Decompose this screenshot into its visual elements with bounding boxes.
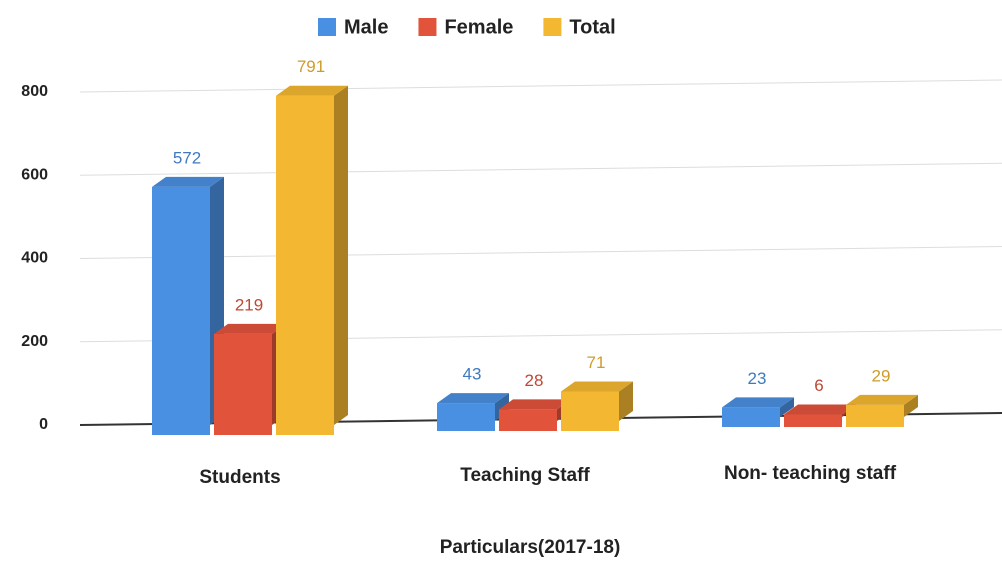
bar <box>152 186 210 435</box>
y-tick-label: 800 <box>21 83 48 100</box>
bar-top <box>846 394 918 405</box>
bar-side <box>495 393 509 421</box>
value-label: 572 <box>173 148 201 167</box>
x-tick-label: Non- teaching staff <box>724 463 897 484</box>
bar-side <box>619 381 633 421</box>
legend-swatch <box>418 18 437 36</box>
value-label: 791 <box>297 57 325 76</box>
y-tick-label: 600 <box>21 166 48 183</box>
bar <box>784 414 842 427</box>
bar-top <box>499 399 571 410</box>
bar-side <box>334 85 348 425</box>
value-label: 43 <box>463 365 482 384</box>
value-label: 219 <box>235 295 263 314</box>
bar <box>499 409 557 431</box>
value-label: 71 <box>587 353 606 372</box>
bar <box>276 95 334 435</box>
bar-side <box>904 394 918 417</box>
bar-side <box>780 397 794 417</box>
value-label: 6 <box>814 376 823 395</box>
grid-line <box>79 79 1002 93</box>
bar <box>437 403 495 431</box>
legend-label: Female <box>444 16 513 38</box>
y-tick-label: 400 <box>21 250 48 267</box>
grid-line <box>79 246 1002 259</box>
bar <box>846 404 904 427</box>
bar-top <box>722 397 794 408</box>
legend-swatch <box>318 18 336 36</box>
grid-line <box>79 162 1002 176</box>
bar-top <box>152 176 224 187</box>
value-label: 29 <box>872 366 891 385</box>
x-tick-label: Teaching Staff <box>460 465 590 486</box>
x-tick-label: Students <box>199 467 280 488</box>
bar <box>561 391 619 431</box>
legend-swatch <box>543 18 562 36</box>
bar-top <box>214 323 286 334</box>
y-tick-label: 0 <box>39 416 48 433</box>
bar-top <box>784 404 856 415</box>
bar-top <box>561 381 633 392</box>
value-label: 28 <box>525 371 544 390</box>
x-axis-label: Particulars(2017-18) <box>440 537 621 558</box>
bar-top <box>437 393 509 404</box>
y-tick-label: 200 <box>21 333 48 350</box>
bar <box>214 333 272 435</box>
legend-label: Total <box>569 16 615 38</box>
legend-label: Male <box>344 16 388 38</box>
value-label: 23 <box>748 369 767 388</box>
bar-top <box>276 85 348 96</box>
bar <box>722 407 780 427</box>
